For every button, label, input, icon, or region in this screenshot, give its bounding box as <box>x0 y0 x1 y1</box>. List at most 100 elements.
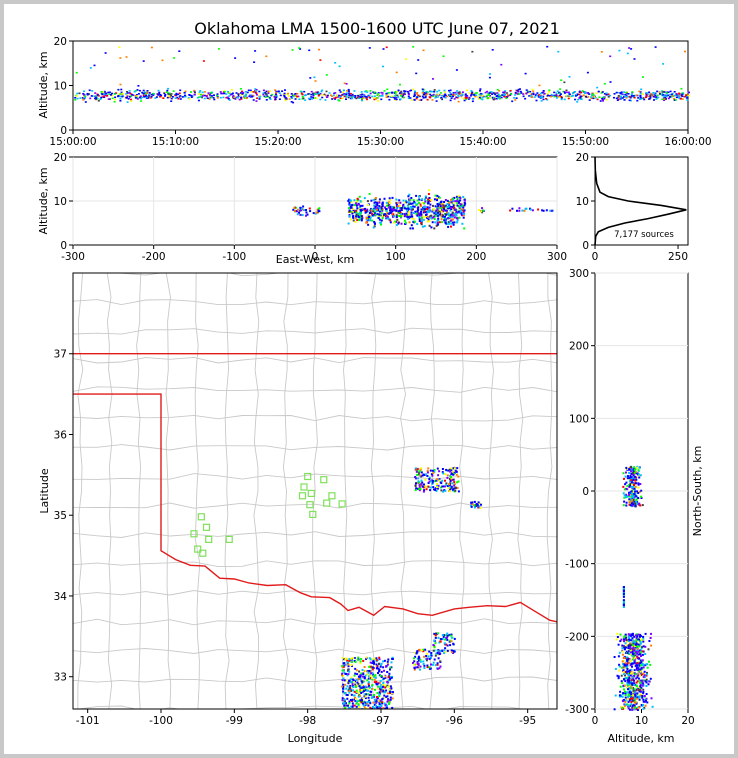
map-source-point <box>457 475 460 478</box>
east-west-point <box>463 204 466 207</box>
north-south-point <box>623 673 625 676</box>
time-altitude-point <box>239 92 242 94</box>
county-line <box>224 273 230 709</box>
map-source-point <box>457 490 460 493</box>
north-south-point <box>624 699 627 702</box>
map-source-point <box>418 487 421 490</box>
north-south-point <box>633 669 636 672</box>
time-altitude-point <box>422 97 425 99</box>
map-source-point <box>346 685 349 688</box>
time-altitude-point <box>615 91 618 94</box>
time-altitude-point <box>669 94 672 96</box>
time-altitude-point <box>104 94 107 97</box>
east-west-point <box>348 203 351 206</box>
time-altitude-point <box>75 71 78 74</box>
east-west-point <box>434 213 437 216</box>
map-source-point <box>377 687 380 690</box>
east-west-point <box>412 212 415 214</box>
east-west-point <box>455 195 458 198</box>
north-south-point <box>626 660 629 663</box>
county-line <box>73 299 557 306</box>
north-south-point <box>642 707 645 710</box>
map-source-point <box>437 657 440 660</box>
north-south-point <box>634 693 636 696</box>
time-altitude-point <box>190 91 192 93</box>
time-altitude-point <box>565 95 568 97</box>
time-altitude-point <box>449 91 452 94</box>
time-altitude-point <box>376 97 379 99</box>
east-west-point <box>406 209 409 212</box>
map-source-point <box>433 632 436 635</box>
time-altitude-point <box>128 96 131 98</box>
time-altitude-point <box>102 93 105 95</box>
north-south-point <box>625 471 627 474</box>
north-south-point <box>639 483 642 485</box>
map-source-point <box>365 693 368 696</box>
map-source-point <box>434 664 437 667</box>
east-west-point <box>433 218 436 220</box>
county-line <box>73 618 557 626</box>
time-altitude-point <box>471 98 474 100</box>
east-west-point <box>353 204 356 207</box>
time-altitude-point <box>546 45 549 48</box>
east-west-point <box>393 206 395 209</box>
east-west-point <box>417 206 420 209</box>
time-altitude-point <box>138 96 141 99</box>
map-source-point <box>359 685 362 688</box>
map-source-point <box>445 484 448 487</box>
map-source-point <box>387 658 390 661</box>
east-west-point <box>403 213 406 216</box>
time-altitude-point <box>461 93 464 95</box>
map-source-point <box>367 693 370 696</box>
east-west-point <box>448 202 451 204</box>
time-altitude-point <box>528 95 531 97</box>
time-altitude-point <box>600 51 603 53</box>
map-source-point <box>438 479 441 482</box>
east-west-point <box>452 208 455 211</box>
time-altitude-point <box>553 91 556 94</box>
time-altitude-point <box>164 94 167 96</box>
time-altitude-point <box>134 97 137 99</box>
map-source-point <box>389 666 392 669</box>
east-west-point <box>407 207 410 210</box>
east-west-point <box>457 209 460 212</box>
time-altitude-point <box>292 95 295 98</box>
east-west-point <box>443 216 445 218</box>
time-altitude-point <box>538 84 541 87</box>
time-altitude-point <box>382 65 384 68</box>
north-south-point <box>628 484 630 487</box>
map-source-point <box>378 670 380 673</box>
time-altitude-point <box>517 88 520 91</box>
time-altitude-point <box>510 93 513 95</box>
time-altitude-point <box>127 98 130 100</box>
map-source-point <box>358 670 361 673</box>
north-south-point <box>621 650 624 653</box>
time-altitude-point <box>415 93 418 95</box>
east-west-point <box>364 211 367 214</box>
map-source-point <box>416 650 419 653</box>
time-altitude-point <box>423 92 426 94</box>
north-south-point <box>624 692 627 695</box>
map-source-point <box>373 659 376 662</box>
east-west-tick-label: -200 <box>142 251 166 263</box>
time-altitude-point <box>351 96 354 99</box>
east-west-point <box>429 199 432 202</box>
map-source-point <box>367 681 370 684</box>
north-south-point <box>626 691 629 694</box>
time-altitude-point <box>559 88 562 90</box>
time-altitude-point <box>471 50 474 53</box>
time-altitude-point <box>141 96 144 99</box>
east-west-point <box>377 217 380 220</box>
east-west-point <box>434 205 437 208</box>
time-altitude-point <box>228 95 231 97</box>
time-altitude-point <box>522 95 525 98</box>
north-south-point <box>649 637 652 639</box>
east-west-point <box>408 211 411 214</box>
north-south-point <box>635 708 638 711</box>
time-altitude-point <box>489 91 492 94</box>
time-altitude-point <box>265 55 268 58</box>
time-altitude-point <box>377 100 380 102</box>
map-source-point <box>387 679 390 682</box>
time-altitude-point <box>361 93 364 96</box>
map-source-point <box>344 683 347 686</box>
